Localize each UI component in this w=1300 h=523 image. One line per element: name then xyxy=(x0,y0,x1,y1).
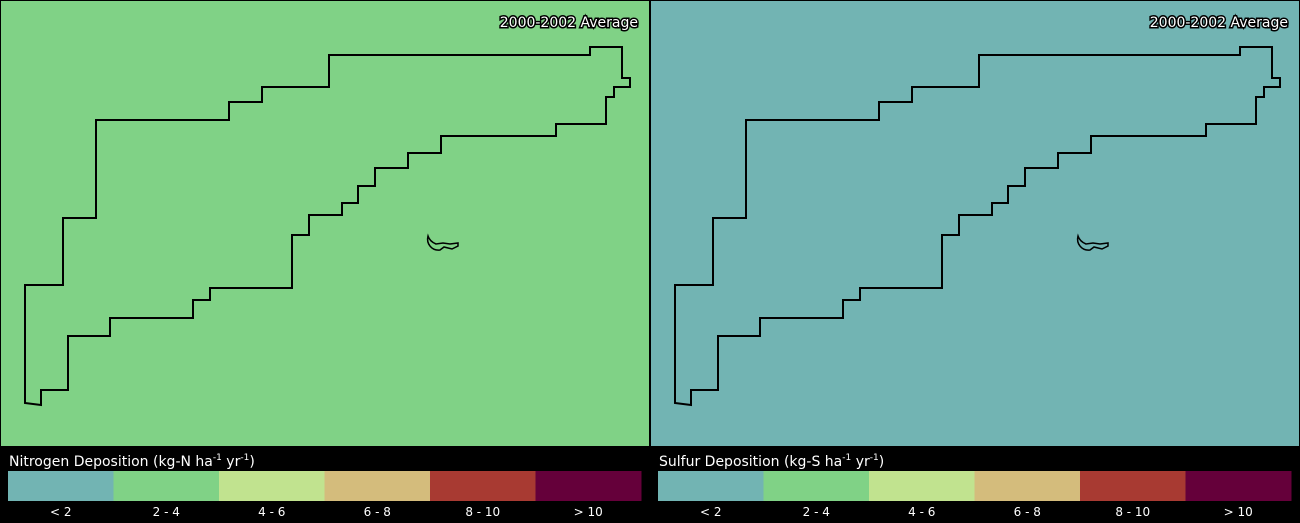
legend-swatch xyxy=(974,471,1081,501)
legend-label: < 2 xyxy=(50,505,72,519)
legend-title-superscript: -1 xyxy=(240,453,249,463)
legend-swatch xyxy=(535,471,642,501)
legend-title: Nitrogen Deposition (kg-N ha-1 yr-1) xyxy=(9,453,255,470)
legend-label: 4 - 6 xyxy=(908,505,935,519)
legend-label: > 10 xyxy=(574,505,603,519)
map-area xyxy=(650,0,1300,447)
map-area xyxy=(0,0,650,447)
legend-title-part: ) xyxy=(879,454,884,470)
boundary-island xyxy=(426,233,459,251)
legend-swatch xyxy=(8,471,114,501)
boundary-island xyxy=(1076,233,1109,251)
legend-label: 2 - 4 xyxy=(803,505,830,519)
legend-swatch xyxy=(113,471,220,501)
legend-label: < 2 xyxy=(700,505,722,519)
legend-title-part: Sulfur Deposition (kg-S ha xyxy=(659,454,842,470)
legend-swatch xyxy=(324,471,431,501)
legend-swatch xyxy=(430,471,536,501)
map-title: 2000-2002 Average xyxy=(500,15,638,31)
legend-title-superscript: -1 xyxy=(842,453,851,463)
legend-swatch xyxy=(763,471,870,501)
panel: 2000-2002 Average Nitrogen Deposition (kg… xyxy=(0,0,650,519)
legend-swatch xyxy=(1080,471,1186,501)
legend-label: 6 - 8 xyxy=(364,505,391,519)
legend-label: 8 - 10 xyxy=(1115,505,1150,519)
legend-title-part: ) xyxy=(249,454,254,470)
legend-title-superscript: -1 xyxy=(870,453,879,463)
legend-title-part: yr xyxy=(851,454,870,470)
legend-title-superscript: -1 xyxy=(213,453,222,463)
legend-title-part: yr xyxy=(222,454,241,470)
panel: 2000-2002 Average Sulfur Deposition (kg-S… xyxy=(650,0,1300,519)
legend-label: > 10 xyxy=(1224,505,1253,519)
map-title: 2000-2002 Average xyxy=(1150,15,1288,31)
legend-swatch xyxy=(869,471,975,501)
boundary xyxy=(674,46,1281,407)
legend-swatch xyxy=(219,471,325,501)
legend-title-part: Nitrogen Deposition (kg-N ha xyxy=(9,454,213,470)
legend-label: 6 - 8 xyxy=(1014,505,1041,519)
legend-label: 8 - 10 xyxy=(465,505,500,519)
legend-title: Sulfur Deposition (kg-S ha-1 yr-1) xyxy=(659,453,884,470)
legend-label: 2 - 4 xyxy=(153,505,180,519)
legend-label: 4 - 6 xyxy=(258,505,285,519)
boundary xyxy=(24,46,631,407)
legend-swatch xyxy=(658,471,764,501)
legend-swatch xyxy=(1185,471,1292,501)
